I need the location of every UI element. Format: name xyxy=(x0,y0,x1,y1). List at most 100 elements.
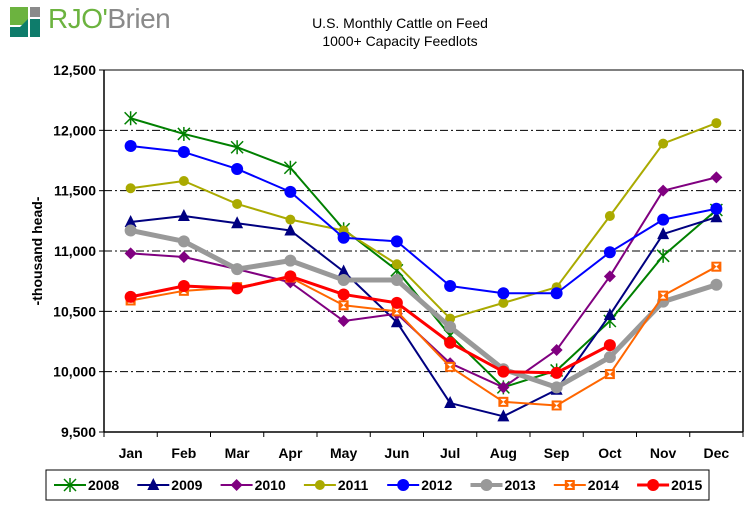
point-2008 xyxy=(230,140,244,155)
line-2013 xyxy=(130,228,718,390)
y-axis-ticks: 9,500 10,000 10,500 11,000 11,500 12,000 12,50… xyxy=(53,62,104,440)
legend-label: 2013 xyxy=(505,477,536,493)
legend-item-2015: 2015 xyxy=(637,477,702,493)
point-2013 xyxy=(550,381,563,394)
legend-marker xyxy=(480,479,493,491)
point-2012 xyxy=(337,231,350,244)
point-2010 xyxy=(550,343,563,356)
point-2011 xyxy=(232,198,243,209)
x-tick-label: Nov xyxy=(650,445,677,461)
point-2013 xyxy=(231,263,244,276)
legend-item-2008: 2008 xyxy=(54,477,119,493)
legend-label: 2012 xyxy=(421,477,452,493)
y-tick-label: 9,500 xyxy=(61,424,96,440)
series-2009 xyxy=(124,209,723,422)
logo-text: RJO'Brien xyxy=(48,3,171,35)
point-2010 xyxy=(710,171,723,184)
x-tick-label: Apr xyxy=(278,445,303,461)
legend-label: 2009 xyxy=(171,477,202,493)
point-2015 xyxy=(444,336,457,349)
point-2013 xyxy=(124,224,137,237)
line-2012 xyxy=(130,145,717,295)
legend-item-2014: 2014 xyxy=(553,477,619,493)
point-2015 xyxy=(177,279,190,292)
point-2011 xyxy=(658,138,669,149)
point-2011 xyxy=(711,118,722,129)
point-2012 xyxy=(231,162,244,175)
point-2012 xyxy=(390,235,403,248)
y-tick-label: 10,500 xyxy=(53,303,96,319)
gridlines xyxy=(104,129,743,373)
point-2009 xyxy=(444,396,457,409)
point-2012 xyxy=(177,146,190,159)
legend-item-2012: 2012 xyxy=(387,477,453,493)
point-2013 xyxy=(337,273,350,286)
point-2015 xyxy=(603,339,616,352)
logo-text-rjo: RJO' xyxy=(48,3,108,34)
line-2009 xyxy=(130,215,717,418)
point-2011 xyxy=(391,259,402,270)
legend-item-2011: 2011 xyxy=(303,477,368,493)
point-2012 xyxy=(444,279,457,292)
legend-label: 2010 xyxy=(255,477,286,493)
point-2009 xyxy=(710,210,723,223)
point-2014 xyxy=(711,261,722,272)
chart-subtitle: 1000+ Capacity Feedlots xyxy=(322,33,477,49)
x-axis-ticks: Jan Feb Mar Apr May Jun Jul Aug Sep Oct Nov Dec xyxy=(103,432,744,461)
point-2012 xyxy=(550,287,563,300)
point-2015 xyxy=(284,270,297,283)
series-2008 xyxy=(124,111,723,395)
point-2011 xyxy=(125,183,136,194)
logo-text-brien: Brien xyxy=(107,3,171,34)
legend-marker xyxy=(314,480,325,490)
y-tick-label: 12,000 xyxy=(53,122,96,138)
point-2014 xyxy=(391,306,402,317)
point-2012 xyxy=(124,140,137,153)
legend-label: 2008 xyxy=(88,477,119,493)
legend-marker xyxy=(230,479,243,491)
x-tick-label: Jul xyxy=(440,445,460,461)
point-2015 xyxy=(550,366,563,379)
point-2013 xyxy=(603,351,616,364)
y-axis-label: -thousand head- xyxy=(29,196,45,305)
point-2015 xyxy=(124,290,137,303)
line-2010 xyxy=(130,176,717,389)
point-2010 xyxy=(177,251,190,264)
x-tick-label: May xyxy=(330,445,357,461)
point-2009 xyxy=(603,307,616,320)
point-2009 xyxy=(177,209,190,222)
series-2013 xyxy=(124,224,723,394)
legend: 2008 2009 2010 2011 2012 2013 2014 2015 xyxy=(45,469,710,501)
point-2010 xyxy=(603,270,616,283)
point-2010 xyxy=(337,314,350,327)
point-2009 xyxy=(337,264,350,277)
point-2010 xyxy=(657,184,670,197)
point-2012 xyxy=(657,213,670,226)
x-tick-label: Jan xyxy=(119,445,143,461)
legend-item-2013: 2013 xyxy=(470,477,536,493)
point-2015 xyxy=(497,365,510,378)
point-2012 xyxy=(497,287,510,300)
point-2009 xyxy=(390,315,403,328)
x-tick-label: Mar xyxy=(225,445,250,461)
legend-label: 2015 xyxy=(671,477,702,493)
series-2012 xyxy=(124,140,723,300)
point-2014 xyxy=(338,300,349,311)
y-tick-label: 10,000 xyxy=(53,364,96,380)
point-2011 xyxy=(178,176,189,187)
point-2008 xyxy=(656,248,670,263)
point-2014 xyxy=(658,290,669,301)
point-2009 xyxy=(124,215,137,228)
logo-mark-icon xyxy=(10,7,40,37)
point-2015 xyxy=(390,296,403,309)
y-tick-label: 11,000 xyxy=(54,243,96,259)
point-2011 xyxy=(445,313,456,324)
point-2010 xyxy=(497,381,510,394)
point-2011 xyxy=(498,297,509,308)
x-tick-label: Dec xyxy=(704,445,730,461)
point-2015 xyxy=(231,282,244,295)
point-2011 xyxy=(604,211,615,222)
legend-label: 2014 xyxy=(588,477,619,493)
legend-marker xyxy=(63,478,77,492)
point-2008 xyxy=(177,126,191,141)
